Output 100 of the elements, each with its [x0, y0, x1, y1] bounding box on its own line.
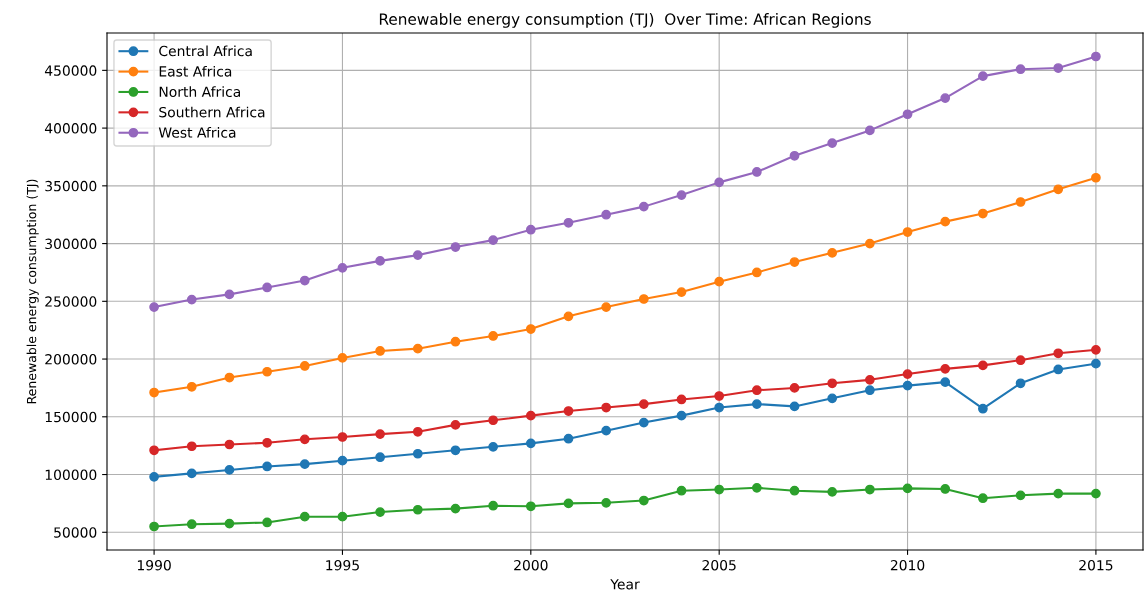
point [676, 190, 687, 200]
point [450, 445, 461, 456]
point [676, 394, 687, 405]
point [902, 483, 913, 494]
point [638, 294, 649, 304]
point [1053, 63, 1064, 73]
point [375, 507, 385, 517]
point [299, 275, 310, 286]
y-tick-label: 50000 [54, 527, 97, 538]
point [488, 331, 499, 341]
point [940, 216, 951, 227]
point [827, 393, 838, 404]
point [450, 336, 461, 347]
point [1091, 488, 1101, 499]
point [375, 429, 385, 439]
point [827, 247, 838, 258]
x-tick-label: 2015 [1079, 559, 1113, 571]
point [789, 383, 800, 393]
y-tick-label: 200000 [45, 354, 97, 365]
point [186, 294, 197, 305]
point [601, 402, 612, 413]
point [978, 360, 988, 371]
point [563, 406, 574, 416]
point [563, 433, 574, 444]
point [488, 500, 499, 511]
y-tick-label: 300000 [45, 238, 97, 250]
point [262, 366, 272, 377]
point [563, 498, 574, 509]
point [563, 311, 574, 322]
point [1053, 348, 1064, 359]
point [525, 224, 536, 235]
point [902, 369, 913, 379]
point [638, 399, 649, 409]
y-axis-title: Renewable energy consumption (TJ) [26, 179, 39, 404]
point [1053, 184, 1064, 195]
point [149, 471, 159, 482]
point [865, 484, 875, 495]
point [563, 217, 574, 228]
point [450, 420, 461, 430]
point [186, 381, 197, 392]
point [789, 150, 800, 161]
point [412, 343, 423, 354]
point [978, 403, 988, 414]
point [1015, 64, 1026, 75]
legend-label: West Africa [158, 127, 236, 138]
point [488, 441, 499, 452]
point [186, 519, 197, 530]
point [337, 455, 348, 466]
point [865, 238, 875, 249]
point [978, 71, 988, 81]
point [940, 484, 951, 494]
x-tick-label: 1995 [326, 559, 359, 571]
x-tick-label: 2005 [702, 559, 736, 571]
point [1053, 488, 1064, 499]
point [337, 353, 348, 363]
point [638, 417, 649, 428]
point [224, 289, 235, 300]
point [940, 377, 951, 388]
point [827, 138, 838, 148]
x-tick-label: 2010 [890, 559, 925, 571]
point [525, 410, 536, 421]
point [978, 493, 988, 504]
x-axis-title: Year [610, 579, 640, 590]
point [149, 387, 159, 398]
point [676, 410, 687, 421]
point [149, 521, 159, 532]
point [751, 399, 762, 409]
point [902, 380, 913, 391]
point [978, 208, 988, 219]
point [789, 485, 800, 496]
y-tick-label: 250000 [45, 296, 97, 307]
point [186, 468, 197, 479]
point [525, 438, 536, 449]
point [714, 402, 725, 413]
point [676, 485, 687, 496]
point [262, 517, 272, 528]
point [149, 302, 159, 312]
point [525, 501, 536, 512]
point [1053, 364, 1064, 375]
point [601, 425, 612, 436]
point [1091, 172, 1101, 183]
point [224, 465, 235, 475]
point [601, 497, 612, 508]
y-tick-label: 400000 [44, 123, 97, 134]
y-tick-label: 350000 [45, 180, 97, 192]
point [865, 374, 875, 385]
legend-label: Central Africa [159, 45, 252, 57]
point [299, 459, 310, 470]
point [827, 486, 838, 497]
point [337, 511, 348, 522]
point [488, 415, 499, 426]
y-tick-label: 150000 [45, 411, 97, 423]
point [940, 93, 951, 103]
point [1091, 358, 1101, 369]
legend-label: North Africa [159, 86, 240, 98]
x-tick-label: 1990 [137, 559, 171, 571]
point [751, 482, 762, 493]
point [262, 437, 272, 448]
point [149, 445, 159, 456]
point [902, 227, 913, 237]
